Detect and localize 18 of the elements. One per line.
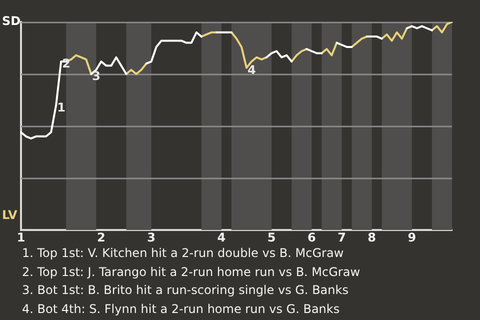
annotation: 4 bbox=[248, 62, 256, 77]
text: 4. Bot 4th: S. Flynn hit a 2-run home run vs G. Banks bbox=[22, 300, 341, 318]
text: 2. Top 1st: J. Tarango hit a 2-run home run vs B. McGraw bbox=[22, 264, 360, 280]
x-tick-label: 2 bbox=[97, 230, 106, 244]
x-tick-label: 9 bbox=[408, 230, 416, 244]
text: LV bbox=[2, 208, 18, 222]
x-tick-label: 6 bbox=[307, 230, 316, 244]
text: 1. Top 1st: V. Kitchen hit a 2-run double vs B. McGraw bbox=[22, 245, 345, 262]
text: SD bbox=[2, 14, 21, 28]
x-tick-label: 8 bbox=[368, 230, 376, 244]
x-tick-label: 7 bbox=[338, 230, 346, 244]
annotation: 1 bbox=[57, 100, 66, 114]
x-tick-label: 1 bbox=[16, 230, 26, 244]
x-tick-label: 4 bbox=[217, 230, 226, 244]
text: 3. Bot 1st: B. Brito hit a run-scoring single vs G. Banks bbox=[22, 282, 350, 299]
x-tick-label: 5 bbox=[267, 230, 276, 244]
annotation: 3 bbox=[92, 69, 101, 84]
x-tick-label: 3 bbox=[147, 230, 156, 244]
